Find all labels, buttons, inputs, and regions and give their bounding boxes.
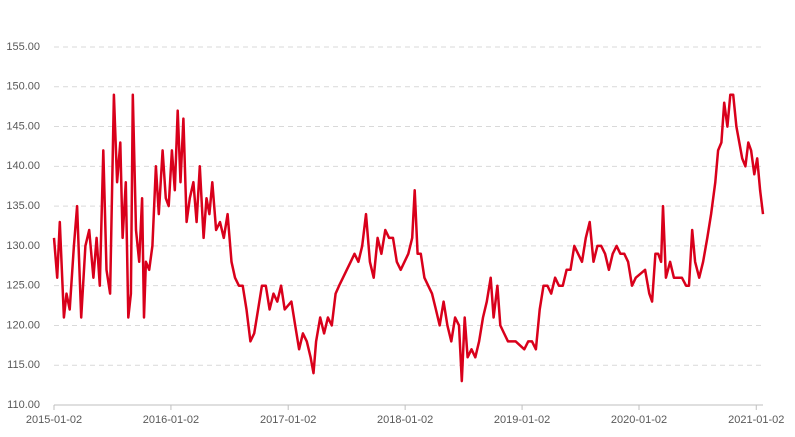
- x-tick-label: 2020-01-02: [611, 414, 667, 426]
- data-line: [52, 93, 765, 383]
- x-tick-label: 2017-01-02: [260, 414, 316, 426]
- y-tick-label: 125.00: [6, 280, 40, 292]
- y-tick-label: 155.00: [6, 41, 40, 53]
- x-tick-label: 2015-01-02: [26, 414, 82, 426]
- y-tick-label: 135.00: [6, 200, 40, 212]
- y-tick-label: 120.00: [6, 319, 40, 331]
- y-tick-label: 150.00: [6, 81, 40, 93]
- y-tick-label: 115.00: [7, 359, 40, 371]
- x-tick-label: 2021-01-02: [728, 414, 784, 426]
- y-tick-label: 140.00: [6, 160, 40, 172]
- x-tick-label: 2018-01-02: [377, 414, 433, 426]
- y-tick-label: 130.00: [6, 240, 40, 252]
- y-tick-label: 145.00: [6, 120, 40, 132]
- x-tick-label: 2016-01-02: [143, 414, 199, 426]
- x-tick-label: 2019-01-02: [494, 414, 550, 426]
- y-tick-label: 110.00: [7, 399, 40, 411]
